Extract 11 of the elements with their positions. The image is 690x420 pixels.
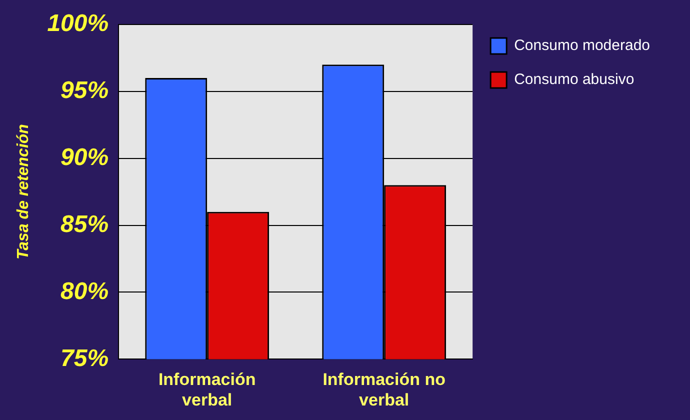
y-axis-title: Tasa de retención [15,124,32,260]
legend-label: Consumo abusivo [514,71,634,88]
y-tick-label: 75% [60,344,109,372]
y-tick-label: 95% [60,76,109,104]
y-tick-label: 85% [60,210,109,238]
y-tick-label: 80% [60,278,109,305]
x-tick-label: Información no verbal [322,370,446,410]
y-tick-label: 100% [47,10,109,38]
y-tick-label: 90% [60,144,109,171]
x-tick-label: Información verbal [158,370,256,410]
legend-label: Consumo moderado [514,37,650,54]
